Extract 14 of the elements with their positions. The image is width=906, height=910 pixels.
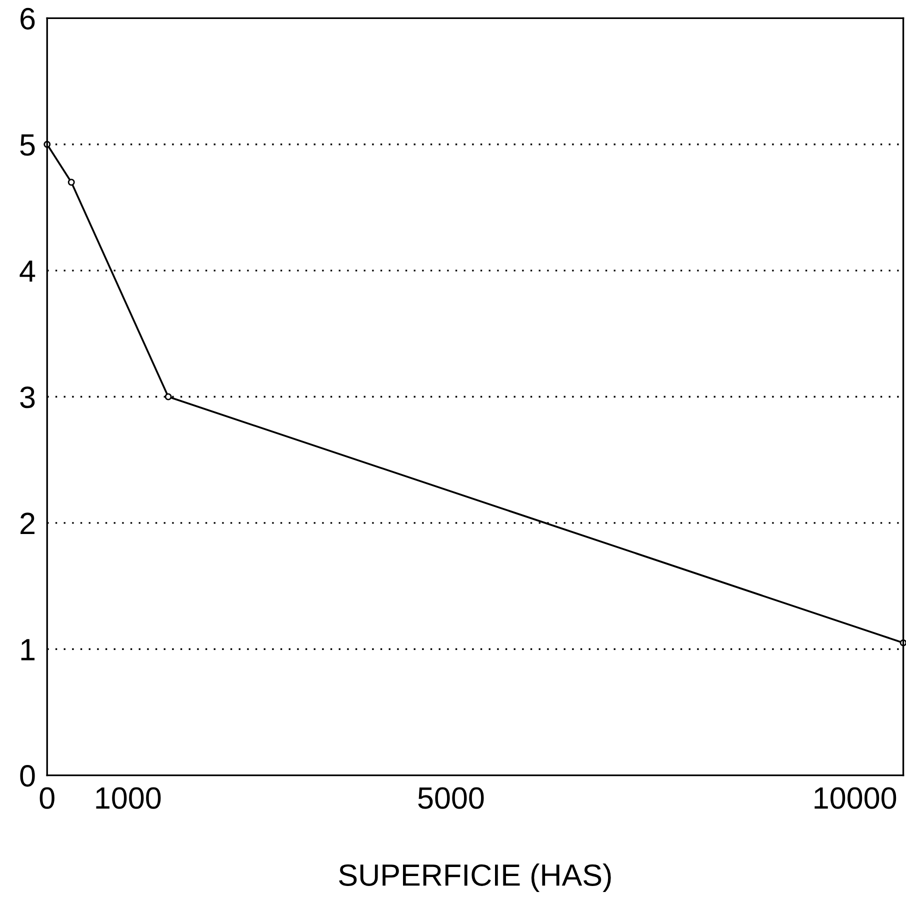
x-tick-label: 0 [40,787,54,809]
y-tick-label: 0 [20,765,35,787]
y-tick-label: 6 [20,8,35,30]
y-tick-label: 3 [20,386,35,408]
x-axis-title: SUPERFICIE (HAS) [339,864,611,892]
x-tick-label: 10000 [814,787,896,809]
x-tick-label: 5000 [418,787,484,809]
y-tick-label: 1 [21,639,35,660]
y-tick-label: 2 [20,512,34,534]
x-tick-label: 1000 [96,787,161,809]
point [68,178,75,186]
y-tick-label: 5 [20,134,35,156]
point [164,393,172,400]
y-tick-label: 4 [20,260,36,282]
